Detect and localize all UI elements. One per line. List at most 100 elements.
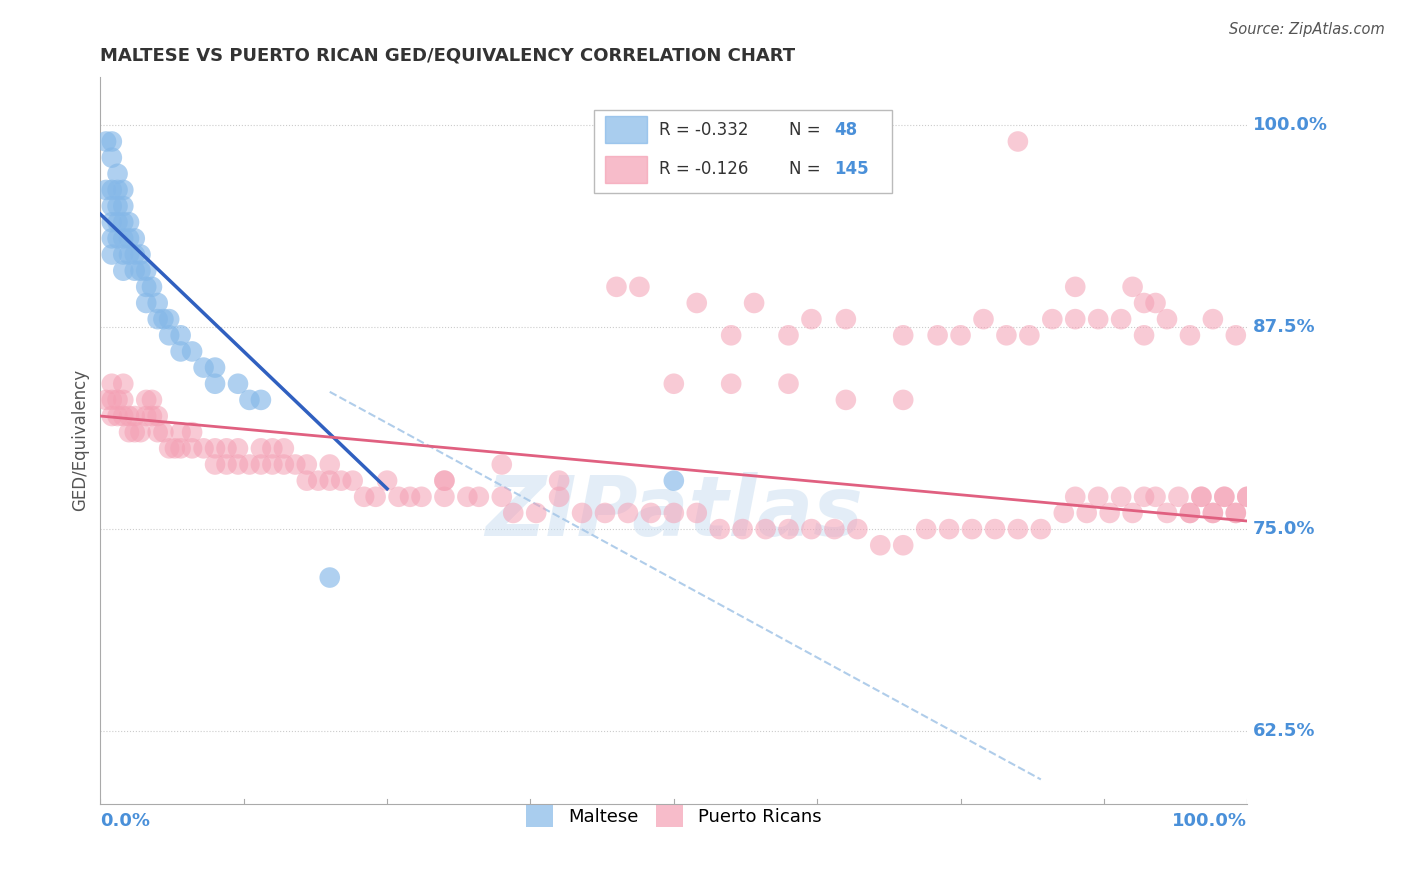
Point: [1189, 490, 1212, 504]
Point: [778, 522, 800, 536]
Point: [107, 199, 129, 213]
Point: [129, 263, 152, 277]
Point: [984, 522, 1007, 536]
Point: [1007, 522, 1029, 536]
Point: [1213, 490, 1236, 504]
Text: 48: 48: [834, 121, 858, 139]
Text: 62.5%: 62.5%: [1253, 722, 1316, 740]
Point: [135, 280, 157, 294]
Point: [640, 506, 662, 520]
Point: [720, 376, 742, 391]
Point: [433, 474, 456, 488]
Point: [319, 458, 342, 472]
Point: [193, 360, 215, 375]
Point: [778, 376, 800, 391]
Point: [1053, 506, 1076, 520]
Point: [295, 458, 318, 472]
Point: [1202, 506, 1225, 520]
Point: [662, 376, 685, 391]
Point: [433, 490, 456, 504]
Point: [101, 231, 124, 245]
Point: [107, 409, 129, 423]
Point: [330, 474, 353, 488]
Point: [94, 183, 117, 197]
Point: [163, 442, 186, 456]
Point: [593, 506, 616, 520]
Point: [927, 328, 949, 343]
Text: R = -0.332: R = -0.332: [659, 121, 748, 139]
Point: [835, 392, 858, 407]
Point: [204, 442, 226, 456]
Point: [662, 474, 685, 488]
Point: [238, 392, 260, 407]
Point: [181, 425, 204, 440]
Point: [124, 263, 146, 277]
Point: [628, 280, 651, 294]
Point: [686, 296, 709, 310]
Point: [1109, 490, 1132, 504]
Point: [548, 490, 571, 504]
Point: [204, 458, 226, 472]
Point: [686, 506, 709, 520]
Text: ZIPatlas: ZIPatlas: [485, 473, 863, 553]
Point: [101, 392, 124, 407]
Point: [250, 442, 273, 456]
Text: 75.0%: 75.0%: [1253, 520, 1316, 538]
Point: [152, 425, 174, 440]
Text: 100.0%: 100.0%: [1253, 116, 1329, 135]
Point: [1144, 296, 1167, 310]
Point: [101, 183, 124, 197]
Point: [995, 328, 1018, 343]
Text: 0.0%: 0.0%: [100, 812, 150, 830]
Point: [1122, 506, 1144, 520]
Point: [307, 474, 329, 488]
Point: [891, 328, 914, 343]
Point: [107, 183, 129, 197]
Point: [215, 458, 238, 472]
Point: [262, 458, 284, 472]
Point: [1202, 312, 1225, 326]
Point: [193, 442, 215, 456]
Point: [456, 490, 478, 504]
Point: [387, 490, 409, 504]
Point: [226, 458, 249, 472]
Point: [118, 231, 141, 245]
Point: [204, 360, 226, 375]
Point: [112, 409, 135, 423]
Point: [891, 392, 914, 407]
Point: [101, 409, 124, 423]
Point: [226, 442, 249, 456]
Point: [101, 376, 124, 391]
Point: [112, 215, 135, 229]
Point: [605, 280, 627, 294]
Point: [433, 474, 456, 488]
Point: [1202, 506, 1225, 520]
Point: [399, 490, 422, 504]
Point: [157, 328, 180, 343]
Point: [112, 247, 135, 261]
Point: [250, 458, 273, 472]
Point: [742, 296, 765, 310]
Point: [101, 199, 124, 213]
Point: [1225, 328, 1247, 343]
Point: [1064, 490, 1087, 504]
Point: [118, 247, 141, 261]
Text: R = -0.126: R = -0.126: [659, 161, 748, 178]
Point: [891, 538, 914, 552]
Point: [169, 425, 191, 440]
Text: Source: ZipAtlas.com: Source: ZipAtlas.com: [1229, 22, 1385, 37]
Point: [1225, 506, 1247, 520]
Text: N =: N =: [789, 161, 820, 178]
Point: [94, 392, 117, 407]
Point: [169, 344, 191, 359]
Point: [146, 296, 169, 310]
Point: [112, 199, 135, 213]
Point: [215, 442, 238, 456]
Point: [152, 312, 174, 326]
Text: 87.5%: 87.5%: [1253, 318, 1316, 336]
Point: [1236, 490, 1258, 504]
Point: [141, 409, 163, 423]
Point: [1178, 328, 1201, 343]
Point: [101, 151, 124, 165]
Point: [124, 425, 146, 440]
